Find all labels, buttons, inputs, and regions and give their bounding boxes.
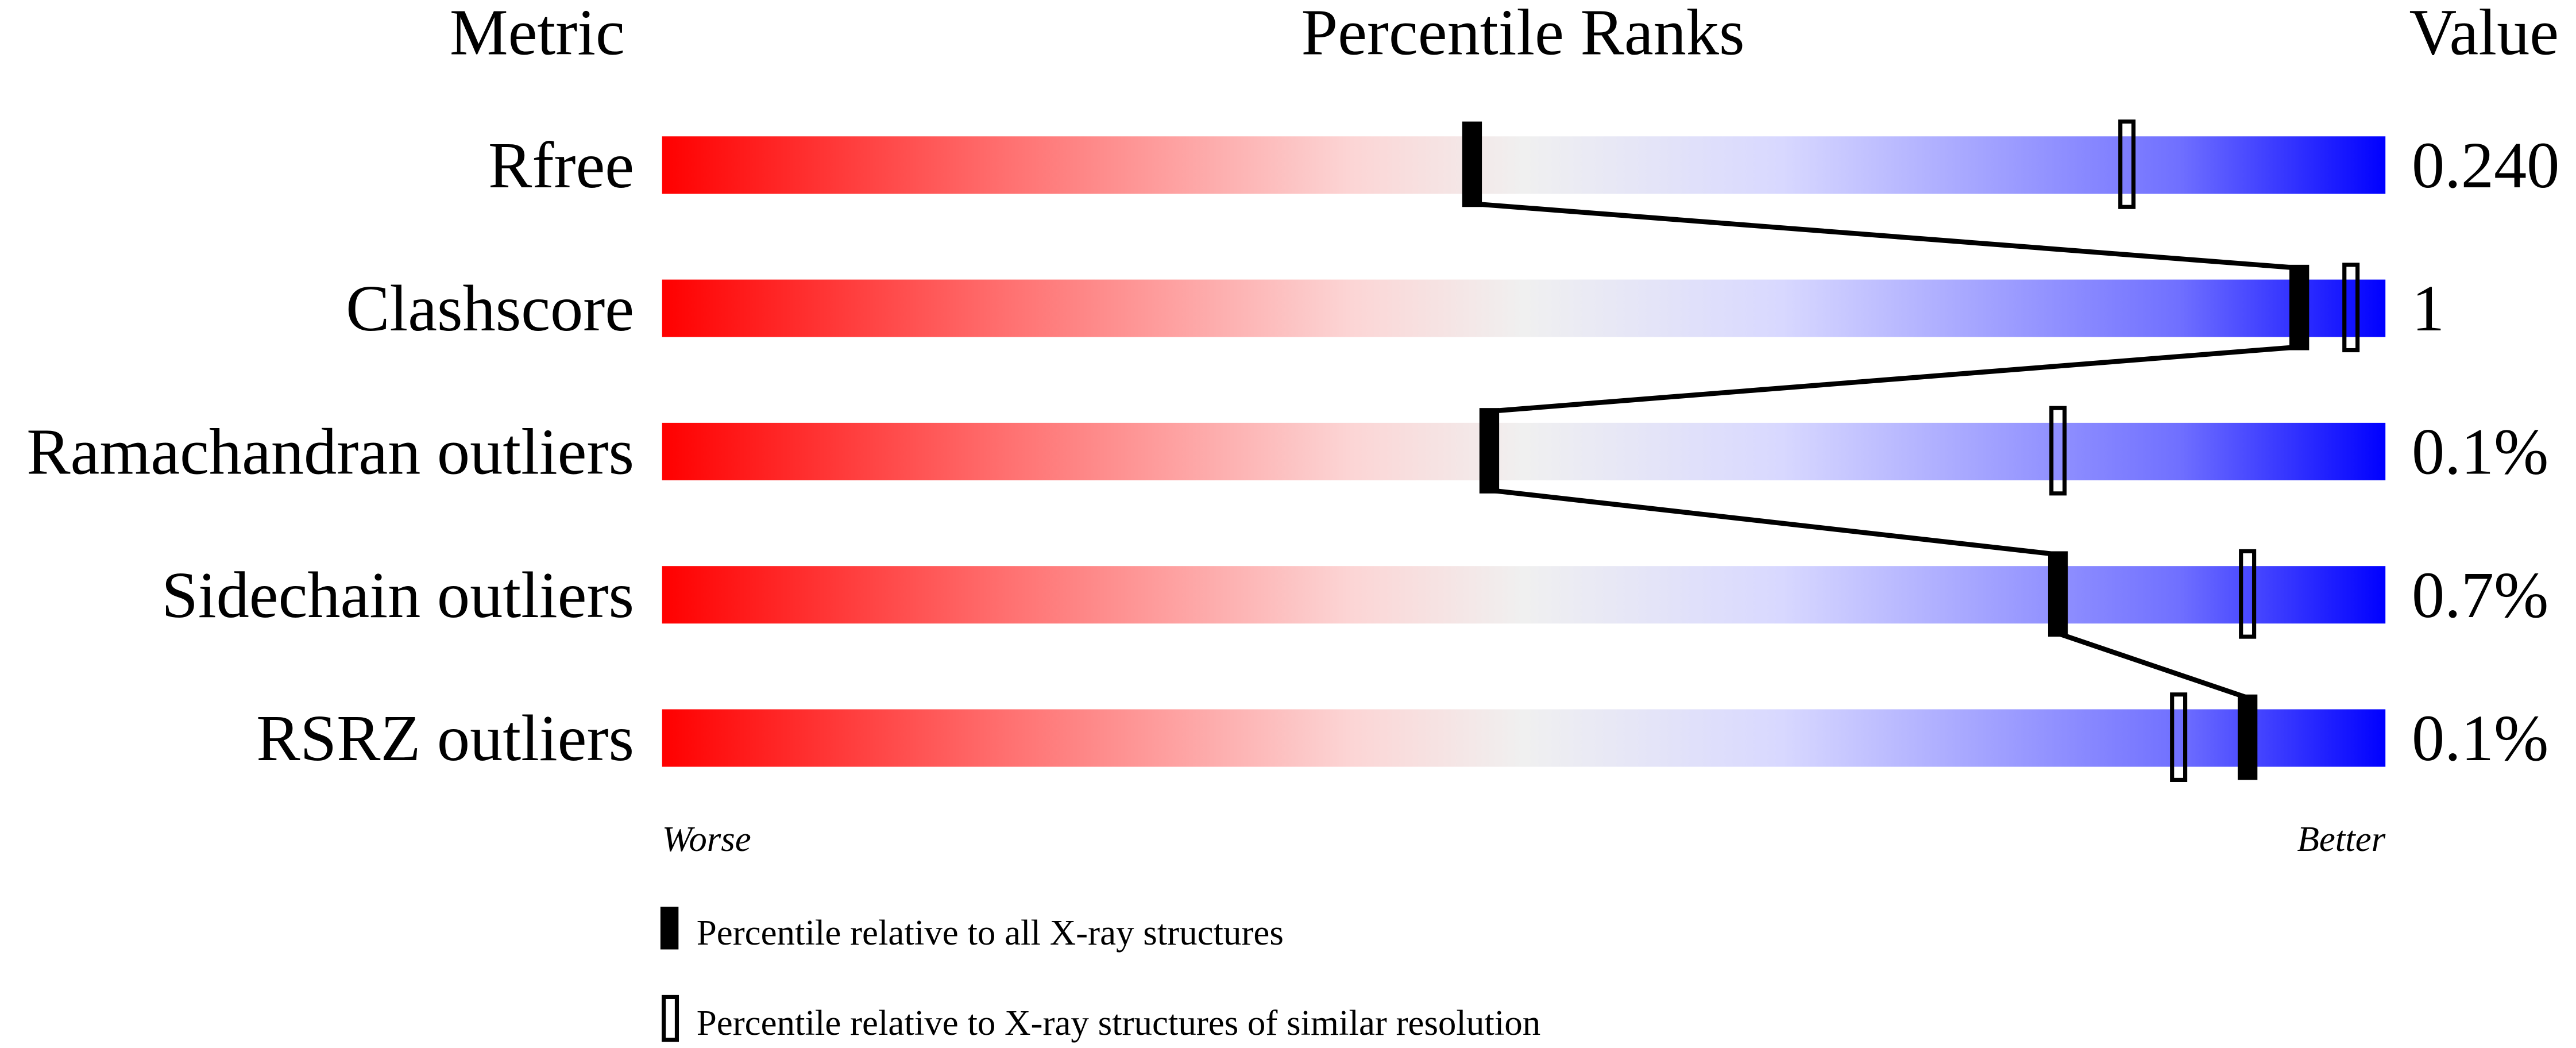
legend-label-similar: Percentile relative to X-ray structures … (697, 1003, 1540, 1043)
marker-all-structures (2238, 694, 2258, 780)
connector-line (1489, 487, 2059, 557)
header-value: Value (2409, 0, 2559, 68)
legend-open-marker-icon (661, 995, 679, 1042)
metric-label: RSRZ outliers (256, 702, 634, 775)
marker-all-structures (1479, 408, 1500, 494)
metric-label: Clashscore (346, 272, 634, 345)
marker-all-structures (2048, 551, 2068, 637)
metric-label: Ramachandran outliers (26, 415, 634, 488)
marker-similar-resolution (2342, 263, 2360, 353)
percentile-bar (662, 709, 2386, 767)
marker-all-structures (2289, 264, 2309, 350)
metric-label: Sidechain outliers (161, 558, 634, 631)
metric-value: 0.240 (2412, 129, 2559, 202)
marker-similar-resolution (2049, 406, 2067, 496)
percentile-bar (662, 136, 2386, 194)
legend-label-all: Percentile relative to all X-ray structu… (697, 912, 1284, 953)
metric-value: 0.1% (2412, 415, 2548, 488)
marker-similar-resolution (2239, 549, 2257, 639)
marker-similar-resolution (2118, 119, 2136, 209)
percentile-bar (662, 566, 2386, 624)
metric-label: Rfree (488, 129, 634, 202)
metric-value: 1 (2412, 272, 2444, 345)
axis-label-worse: Worse (662, 819, 751, 859)
percentile-bar (662, 422, 2386, 480)
percentile-bar (662, 279, 2386, 337)
marker-all-structures (1462, 121, 1482, 207)
connector-line (1472, 201, 2300, 271)
metric-value: 0.1% (2412, 702, 2548, 775)
axis-label-better: Better (2297, 819, 2385, 859)
legend-filled-marker-icon (660, 907, 679, 950)
marker-similar-resolution (2170, 692, 2188, 782)
header-metric: Metric (450, 0, 625, 68)
header-percentile-ranks: Percentile Ranks (1301, 0, 1745, 68)
metric-value: 0.7% (2412, 558, 2548, 631)
connector-line (2057, 631, 2249, 700)
connector-line (1489, 344, 2300, 414)
